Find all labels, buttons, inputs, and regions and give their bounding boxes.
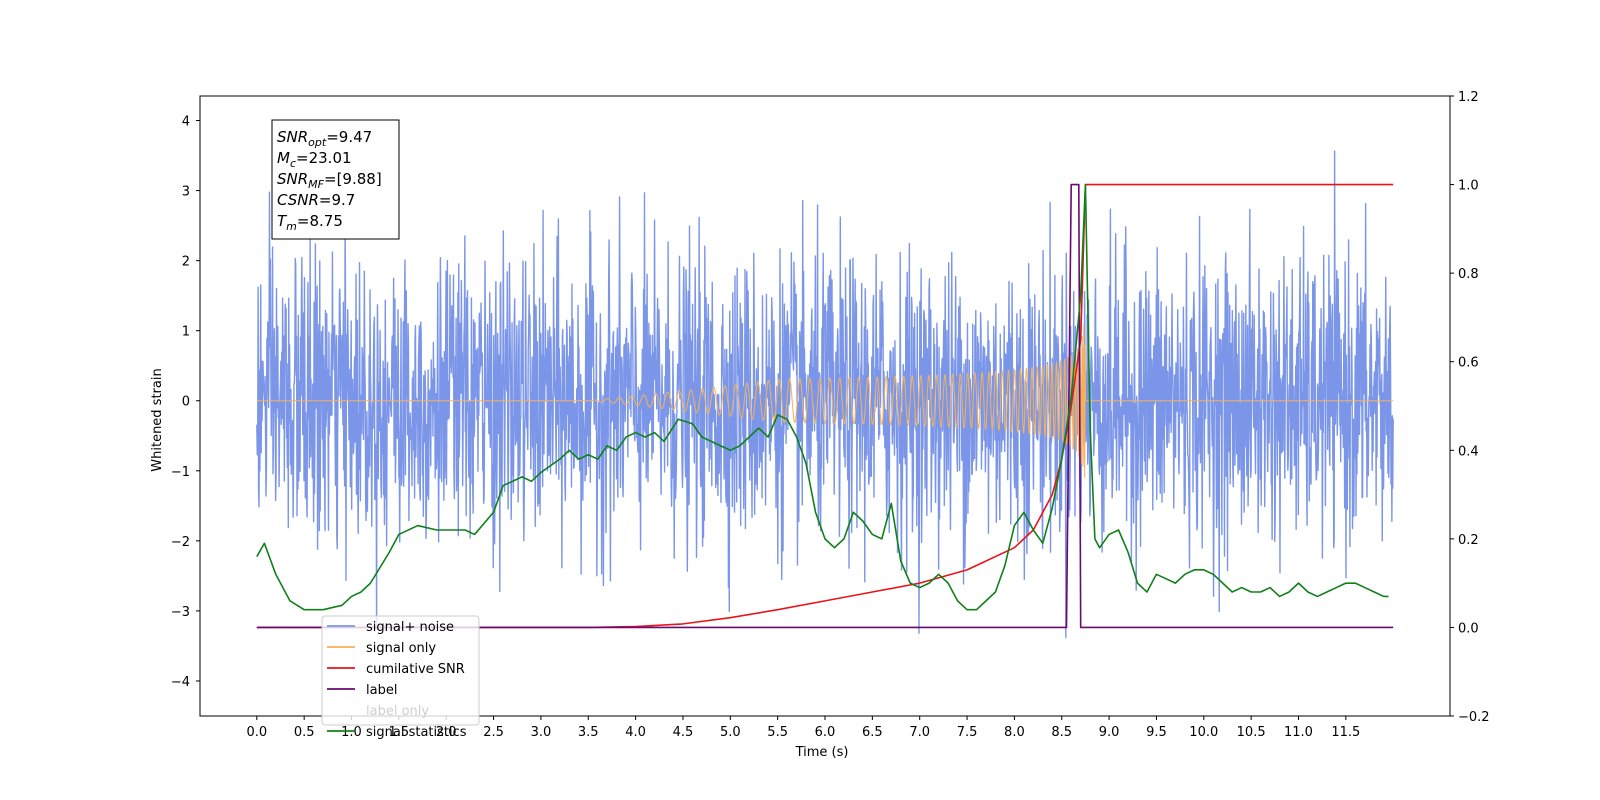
y-right-tick-label: 1.2	[1458, 90, 1479, 105]
legend-label-label: label	[366, 683, 397, 698]
x-tick-label: 2.5	[483, 725, 504, 740]
legend-label-signal-only: signal only	[366, 641, 436, 656]
y-right-tick-label: 0.2	[1458, 533, 1479, 548]
x-tick-label: 11.0	[1284, 725, 1313, 740]
info-line: Mc=23.01	[277, 149, 352, 170]
x-tick-label: 7.5	[957, 725, 978, 740]
y-left-tick-label: 4	[182, 115, 190, 130]
x-tick-label: 10.5	[1237, 725, 1266, 740]
x-tick-label: 1.0	[341, 725, 362, 740]
info-box-frame	[271, 119, 400, 240]
series-line-signal-noise	[256, 150, 1394, 639]
x-tick-label: 8.5	[1051, 725, 1072, 740]
x-tick-label: 4.5	[673, 725, 694, 740]
info-line: SNRopt=9.47	[277, 128, 372, 149]
legend-label-cumilative-snr: cumilative SNR	[366, 662, 465, 677]
x-tick-label: 9.0	[1099, 725, 1120, 740]
x-axis-label: Time (s)	[795, 745, 849, 760]
x-tick-label: 2.0	[436, 725, 457, 740]
y-right-tick-label: 0.8	[1458, 267, 1479, 282]
x-tick-label: 3.5	[578, 725, 599, 740]
y-right-tick-label: 0.6	[1458, 356, 1479, 371]
y-right-tick-label: −0.2	[1458, 710, 1490, 725]
x-tick-label: 11.5	[1331, 725, 1360, 740]
y-left-tick-label: 3	[182, 185, 190, 200]
y-axis-left-label: Whitened strain	[150, 368, 165, 471]
series-line-signal-only	[256, 324, 1394, 478]
x-tick-label: 9.5	[1146, 725, 1167, 740]
x-tick-label: 8.0	[1004, 725, 1025, 740]
x-tick-label: 5.0	[720, 725, 741, 740]
x-tick-label: 6.0	[815, 725, 836, 740]
legend: signal+ noise signal only cumilative SNR la…	[321, 615, 480, 740]
x-tick-label: 6.5	[862, 725, 883, 740]
y-left-tick-label: 0	[182, 395, 190, 410]
x-tick-label: 0.5	[294, 725, 315, 740]
y-axis-right-ticks: 1.2 1.0 0.8 0.6 0.4 0.2 0.0 −0.2	[1450, 90, 1490, 725]
y-right-tick-label: 0.0	[1458, 621, 1479, 636]
x-axis-ticks: 0.0 0.5 1.0 1.5 2.0 2.5 3.0 3.5 4.0 4.5 5.0 5.5 6.0 6…	[246, 716, 1360, 740]
x-tick-label: 0.0	[246, 725, 267, 740]
legend-label-label-only: label only	[366, 704, 429, 719]
info-line: CSNR=9.7	[277, 191, 355, 209]
info-line: Tm=8.75	[277, 212, 343, 233]
x-tick-label: 4.0	[625, 725, 646, 740]
legend-label-signal-statistics: signal statistics	[366, 725, 467, 740]
y-left-tick-label: 2	[182, 255, 190, 270]
legend-label-signal-noise: signal+ noise	[366, 620, 454, 635]
series-line-signal-statistics	[256, 183, 1389, 611]
y-left-tick-label: 1	[182, 325, 190, 340]
legend-items: signal+ noise signal only cumilative SNR la…	[327, 620, 467, 740]
x-tick-label: 1.5	[389, 725, 410, 740]
legend-frame	[321, 615, 480, 726]
y-left-tick-label: −4	[171, 675, 190, 690]
y-left-tick-label: −3	[171, 605, 190, 620]
y-axis-left-ticks: 4 3 2 1 0 −1 −2 −3 −4	[171, 115, 200, 690]
y-left-tick-label: −2	[171, 535, 190, 550]
x-tick-label: 3.0	[531, 725, 552, 740]
x-tick-label: 10.0	[1189, 725, 1218, 740]
y-right-tick-label: 1.0	[1458, 179, 1479, 194]
y-right-tick-label: 0.4	[1458, 444, 1479, 459]
y-left-tick-label: −1	[171, 465, 190, 480]
x-tick-label: 5.5	[767, 725, 788, 740]
series-line-cumilative-snr	[256, 183, 1394, 629]
info-line: SNRMF=[9.88]	[277, 170, 382, 191]
series-line-label	[256, 183, 1394, 629]
x-tick-label: 7.0	[909, 725, 930, 740]
series-layer	[256, 150, 1394, 639]
